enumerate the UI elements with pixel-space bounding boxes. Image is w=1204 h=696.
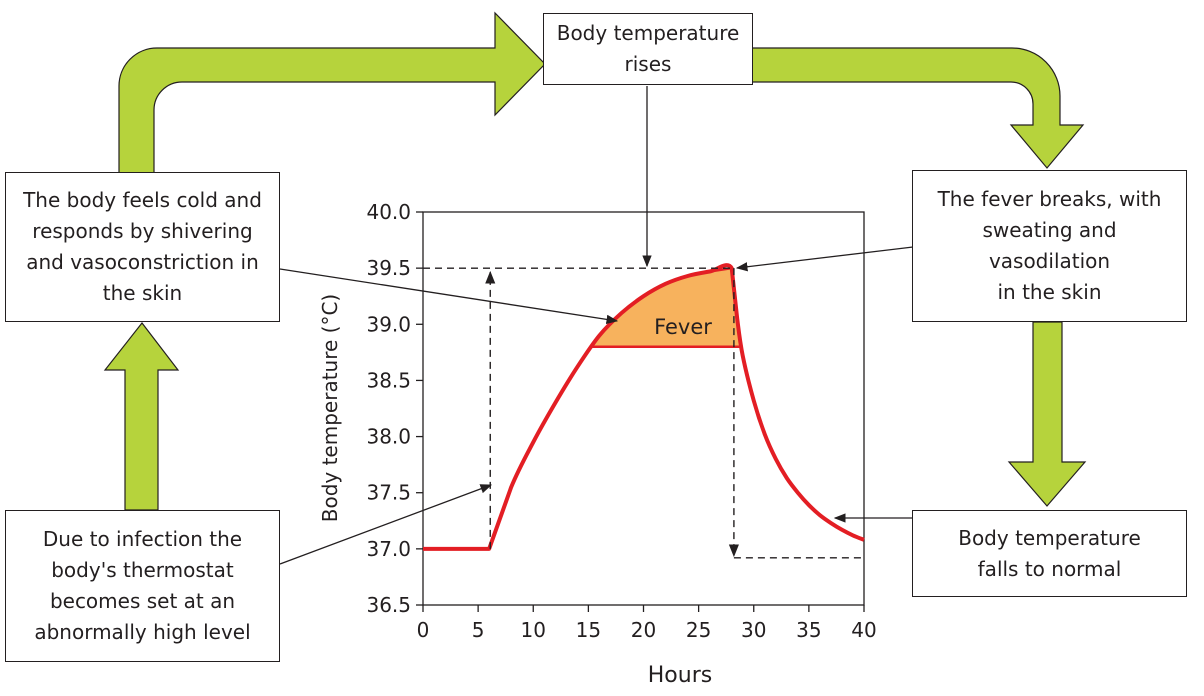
- x-axis: 0 5 10 15 20 25 30 35 40: [417, 605, 877, 642]
- box-falls-to-normal: Body temperature falls to normal: [912, 510, 1187, 597]
- y-tick-label: 37.5: [366, 481, 411, 505]
- x-tick-label: 10: [521, 618, 546, 642]
- box-line: abnormally high level: [34, 620, 251, 644]
- y-tick-label: 39.0: [366, 312, 411, 336]
- cycle-arrow-left-to-top: [118, 11, 546, 176]
- y-axis: 36.5 37.0 37.5 38.0 38.5 39.0 39.5 40.0: [366, 200, 423, 617]
- x-tick-label: 15: [576, 618, 601, 642]
- box-line: sweating and: [982, 218, 1117, 242]
- x-axis-label: Hours: [648, 663, 712, 688]
- plot-area: [422, 211, 865, 606]
- x-tick-label: 20: [631, 618, 656, 642]
- box-line: Due to infection the: [42, 527, 243, 551]
- box-line: falls to normal: [977, 556, 1122, 581]
- box-line: rises: [624, 52, 672, 76]
- box-line: in the skin: [997, 280, 1102, 304]
- box-line: body's thermostat: [51, 558, 234, 582]
- x-tick-label: 25: [686, 618, 711, 642]
- pointer-left-upper: [279, 268, 619, 325]
- pointer-left-lower: [279, 484, 493, 565]
- fever-label: Fever: [654, 315, 712, 339]
- box-line: The fever breaks, with: [937, 187, 1162, 211]
- y-tick-label: 37.0: [366, 537, 411, 561]
- dashed-guides: [423, 267, 864, 559]
- x-tick-label: 5: [472, 618, 485, 642]
- y-tick-label: 36.5: [366, 593, 411, 617]
- box-line: The body feels cold and: [23, 188, 262, 212]
- pointer-right-upper: [735, 246, 914, 272]
- cycle-arrow-top-to-right: [751, 47, 1085, 169]
- box-line: the skin: [102, 281, 183, 305]
- box-line: responds by shivering: [32, 219, 253, 243]
- x-tick-label: 40: [851, 618, 876, 642]
- y-tick-label: 38.0: [366, 425, 411, 449]
- cycle-arrow-right-down: [1007, 321, 1087, 507]
- x-tick-label: 0: [417, 618, 430, 642]
- cycle-arrow-left-up: [103, 322, 180, 511]
- box-fever-breaks: The fever breaks, with sweating and vasodi…: [912, 170, 1187, 322]
- box-line: becomes set at an: [49, 589, 236, 613]
- box-line: Body temperature: [958, 525, 1141, 550]
- y-tick-label: 38.5: [366, 368, 411, 392]
- box-infection-thermostat: Due to infection the body's thermostat bec…: [5, 510, 280, 662]
- box-line: Body temperature: [556, 21, 740, 45]
- temperature-curve: [423, 263, 865, 551]
- box-body-temperature-rises: Body temperature rises: [543, 13, 753, 85]
- x-tick-label: 35: [796, 618, 821, 642]
- y-axis-label: Body temperature (°C): [318, 294, 342, 523]
- y-tick-label: 39.5: [366, 256, 411, 280]
- box-line: and vasoconstriction in: [26, 250, 259, 274]
- x-tick-label: 30: [741, 618, 766, 642]
- box-body-feels-cold: The body feels cold and responds by shive…: [5, 172, 280, 322]
- y-tick-label: 40.0: [366, 200, 411, 224]
- box-line: vasodilation: [988, 249, 1111, 273]
